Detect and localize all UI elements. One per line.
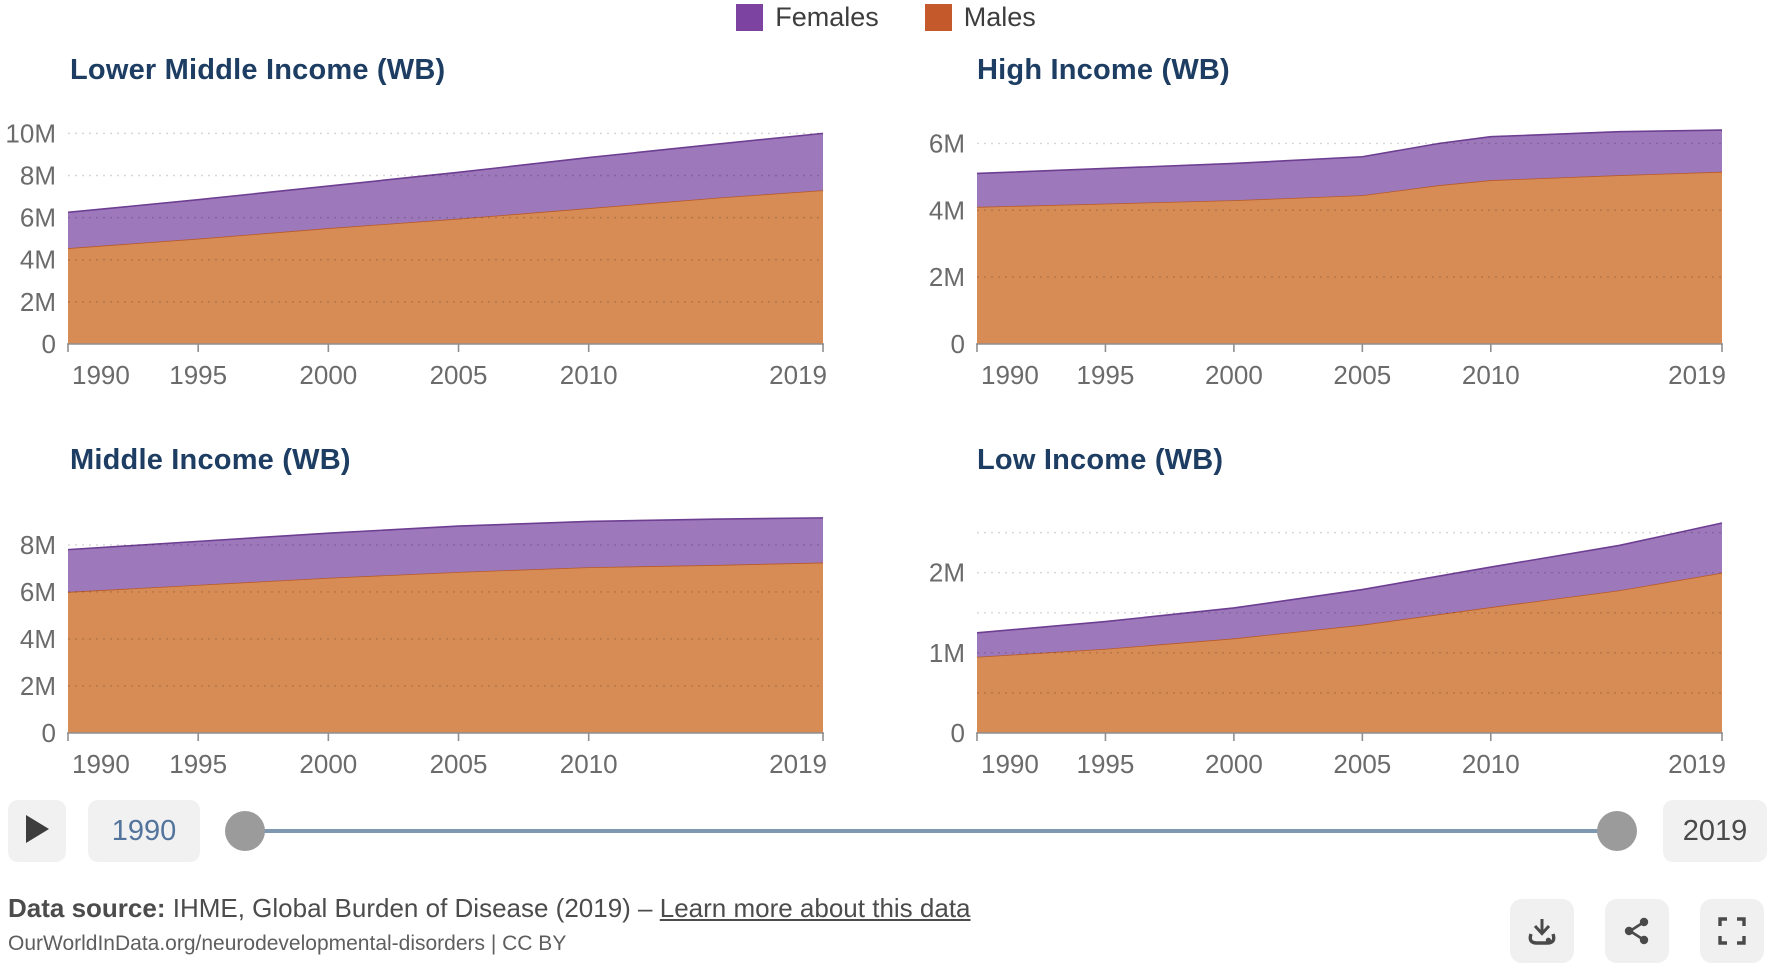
svg-text:1995: 1995 <box>1077 360 1135 390</box>
svg-text:2000: 2000 <box>299 360 357 390</box>
svg-text:2019: 2019 <box>1668 360 1726 390</box>
timeline-start-year: 1990 <box>88 800 200 862</box>
share-icon <box>1624 917 1649 945</box>
chart-title: Lower Middle Income (WB) <box>70 54 446 86</box>
download-icon <box>1528 919 1556 945</box>
svg-text:2010: 2010 <box>1462 749 1520 779</box>
timeline-handle-start[interactable] <box>225 811 265 851</box>
timeline-slider-track[interactable] <box>245 829 1617 833</box>
svg-text:0: 0 <box>951 718 965 748</box>
svg-text:4M: 4M <box>20 624 56 654</box>
learn-more-link[interactable]: Learn more about this data <box>659 893 971 923</box>
chart-panel-low-income: Low Income (WB) 0 1M 2M 1990 1995 2000 2005 201… <box>886 430 1772 820</box>
stacked-area-chart[interactable]: 0 1M 2M 1990 1995 2000 2005 2010 2019 <box>886 430 1772 820</box>
svg-text:6M: 6M <box>20 577 56 607</box>
svg-text:2000: 2000 <box>1205 360 1263 390</box>
share-button[interactable] <box>1605 899 1669 963</box>
svg-text:2005: 2005 <box>430 749 488 779</box>
svg-text:1990: 1990 <box>72 749 130 779</box>
citation-line: OurWorldInData.org/neurodevelopmental-di… <box>8 932 567 955</box>
legend-item-females[interactable]: Females <box>736 2 879 33</box>
chart-title: Middle Income (WB) <box>70 444 351 476</box>
svg-text:2M: 2M <box>20 287 56 317</box>
svg-text:1995: 1995 <box>1077 749 1135 779</box>
legend-item-males[interactable]: Males <box>924 2 1036 33</box>
fullscreen-icon <box>1718 917 1746 945</box>
svg-text:10M: 10M <box>5 118 56 148</box>
svg-text:0: 0 <box>951 329 965 359</box>
timeline-handle-end[interactable] <box>1597 811 1637 851</box>
chart-panel-high-income: High Income (WB) 0 2M 4M 6M 1990 1995 2000 2005… <box>886 40 1772 430</box>
svg-text:8M: 8M <box>20 160 56 190</box>
svg-text:4M: 4M <box>929 195 965 225</box>
chart-title: High Income (WB) <box>977 54 1230 86</box>
males-color-swatch <box>924 4 952 31</box>
data-source-label: Data source: <box>8 893 166 923</box>
svg-text:2M: 2M <box>20 671 56 701</box>
svg-text:0: 0 <box>42 718 56 748</box>
svg-text:1990: 1990 <box>981 749 1039 779</box>
svg-text:2010: 2010 <box>1462 360 1520 390</box>
svg-text:0: 0 <box>42 329 56 359</box>
chart-legend: Females Males <box>0 2 1772 33</box>
svg-text:2000: 2000 <box>299 749 357 779</box>
svg-text:2019: 2019 <box>1668 749 1726 779</box>
fullscreen-button[interactable] <box>1700 899 1764 963</box>
svg-text:2M: 2M <box>929 558 965 588</box>
svg-text:1995: 1995 <box>169 360 227 390</box>
svg-text:2000: 2000 <box>1205 749 1263 779</box>
chart-title: Low Income (WB) <box>977 444 1224 476</box>
timeline-end-year: 2019 <box>1663 800 1767 862</box>
svg-text:1995: 1995 <box>169 749 227 779</box>
legend-label-males: Males <box>963 2 1036 32</box>
stacked-area-chart[interactable]: 0 2M 4M 6M 8M 1990 1995 2000 2005 2010 2019 <box>0 430 886 820</box>
svg-text:2005: 2005 <box>1333 749 1391 779</box>
svg-text:2019: 2019 <box>769 360 827 390</box>
stacked-area-chart[interactable]: 0 2M 4M 6M 1990 1995 2000 2005 2010 2019 <box>886 40 1772 430</box>
svg-text:1990: 1990 <box>981 360 1039 390</box>
svg-text:6M: 6M <box>20 203 56 233</box>
svg-text:2005: 2005 <box>430 360 488 390</box>
legend-label-females: Females <box>775 2 879 32</box>
svg-text:8M: 8M <box>20 530 56 560</box>
data-source-text: IHME, Global Burden of Disease (2019) – <box>165 893 660 923</box>
svg-text:2010: 2010 <box>560 360 618 390</box>
svg-text:2019: 2019 <box>769 749 827 779</box>
data-source-line: Data source: IHME, Global Burden of Dise… <box>8 893 971 924</box>
svg-text:2005: 2005 <box>1333 360 1391 390</box>
svg-text:4M: 4M <box>20 245 56 275</box>
svg-text:1M: 1M <box>929 638 965 668</box>
download-button[interactable] <box>1510 899 1574 963</box>
stacked-area-chart[interactable]: 0 2M 4M 6M 8M 10M 1990 1995 2000 2005 2010 2019 <box>0 40 886 430</box>
play-icon <box>26 815 49 844</box>
svg-text:2010: 2010 <box>560 749 618 779</box>
svg-text:2M: 2M <box>929 262 965 292</box>
play-button[interactable] <box>8 800 66 862</box>
svg-text:6M: 6M <box>929 128 965 158</box>
females-color-swatch <box>736 4 764 31</box>
svg-text:1990: 1990 <box>72 360 130 390</box>
chart-panel-middle-income: Middle Income (WB) 0 2M 4M 6M 8M 1990 1995 2000… <box>0 430 886 820</box>
chart-panel-lower-middle-income: Lower Middle Income (WB) 0 2M 4M 6M 8M 10M 199… <box>0 40 886 430</box>
